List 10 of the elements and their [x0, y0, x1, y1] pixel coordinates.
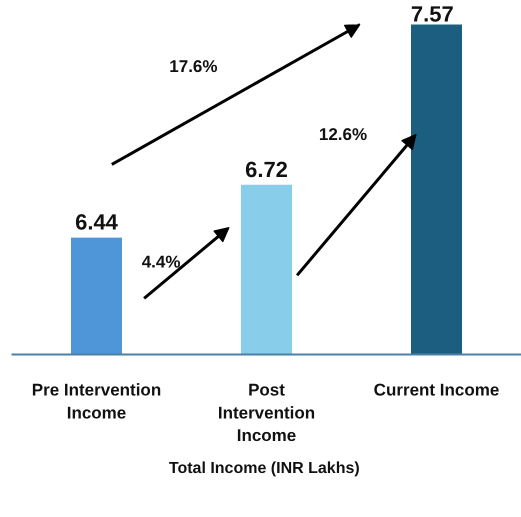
x-tick-label: Pre Intervention Income — [32, 380, 162, 422]
x-tick-label: Current Income — [374, 380, 500, 400]
annotation: 12.6% — [318, 124, 368, 144]
data-label: 6.44 — [75, 210, 119, 235]
data-label: 6.72 — [245, 156, 288, 182]
x-tick-label: Post Intervention Income — [218, 380, 316, 446]
annotation: 17.6% — [169, 56, 218, 76]
x-axis-title: Total Income (INR Lakhs) — [168, 460, 360, 478]
data-label: 7.57 — [410, 2, 454, 26]
annotation: 4.4% — [142, 252, 180, 272]
